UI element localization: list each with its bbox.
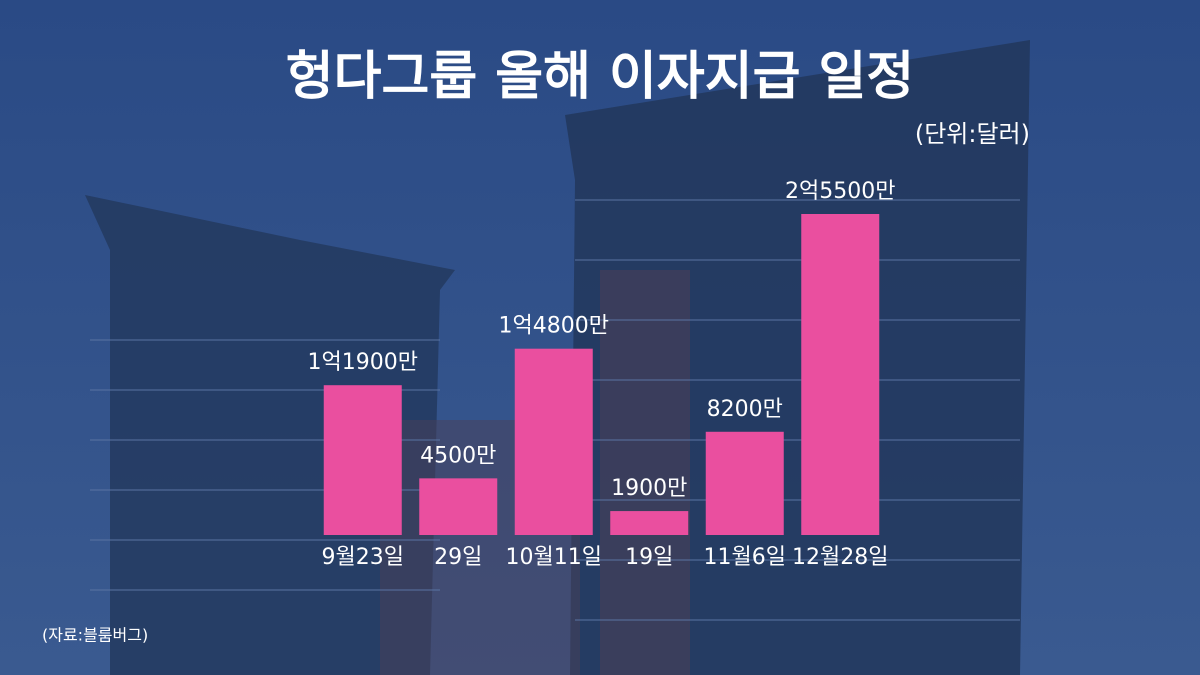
value-label: 4500만 bbox=[420, 443, 496, 468]
source-note: (자료:블룸버그) bbox=[42, 626, 148, 645]
bar bbox=[514, 348, 593, 535]
value-label: 1억1900만 bbox=[308, 350, 418, 375]
x-tick-label: 10월11일 bbox=[506, 545, 602, 570]
value-label: 2억5500만 bbox=[785, 179, 895, 204]
value-label: 8200만 bbox=[707, 397, 783, 422]
bar bbox=[801, 214, 880, 535]
x-tick-label: 19일 bbox=[625, 545, 673, 570]
chart-title: 헝다그룹 올해 이자지급 일정 bbox=[286, 47, 914, 107]
bar bbox=[323, 385, 402, 535]
bar bbox=[705, 431, 784, 535]
x-tick-label: 12월28일 bbox=[792, 545, 888, 570]
value-label: 1억4800만 bbox=[499, 314, 609, 339]
bar bbox=[419, 478, 498, 535]
x-tick-label: 9월23일 bbox=[322, 545, 404, 570]
x-tick-label: 11월6일 bbox=[704, 545, 786, 570]
bar bbox=[610, 511, 689, 535]
unit-note: (단위:달러) bbox=[915, 120, 1030, 148]
value-label: 1900만 bbox=[611, 476, 687, 501]
x-tick-label: 29일 bbox=[434, 545, 482, 570]
